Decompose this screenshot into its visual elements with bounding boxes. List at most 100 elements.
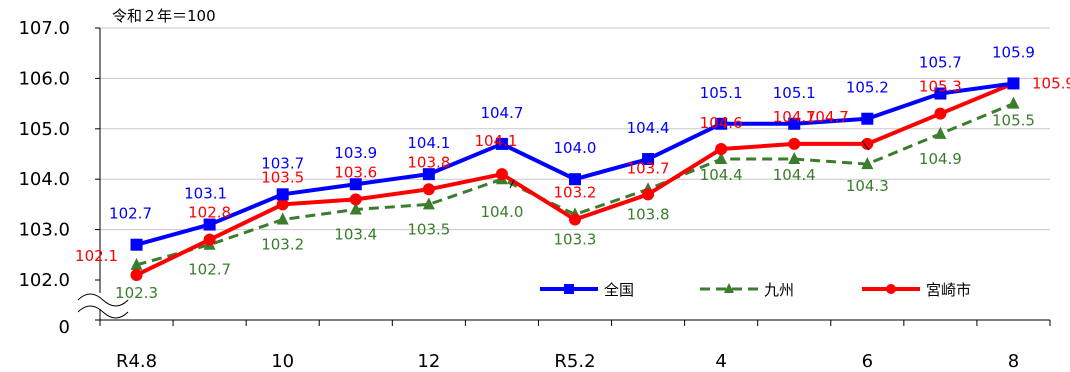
x-tick-label: 12 bbox=[417, 351, 440, 372]
y-tick-label: 102.0 bbox=[18, 270, 70, 291]
data-label: 104.4 bbox=[700, 166, 743, 184]
data-point bbox=[715, 117, 728, 130]
data-point bbox=[934, 107, 947, 120]
legend-label: 九州 bbox=[764, 281, 794, 299]
data-label: 103.6 bbox=[334, 163, 377, 181]
data-label: 105.2 bbox=[846, 79, 889, 97]
legend-label: 宮崎市 bbox=[926, 281, 971, 299]
data-point bbox=[422, 168, 435, 181]
axis-break-wave bbox=[77, 305, 129, 319]
data-label: 103.7 bbox=[261, 154, 304, 172]
data-point bbox=[1007, 77, 1020, 90]
data-point bbox=[130, 238, 143, 251]
data-point bbox=[788, 117, 801, 130]
data-point bbox=[495, 137, 508, 150]
data-point bbox=[276, 212, 289, 225]
data-label: 104.7 bbox=[806, 108, 849, 126]
data-point bbox=[130, 257, 143, 270]
data-label: 103.5 bbox=[261, 168, 304, 186]
legend-marker bbox=[724, 283, 734, 293]
data-label: 103.8 bbox=[407, 153, 450, 171]
legend-marker bbox=[564, 284, 574, 294]
x-axis-ticks: R4.8 10 12 R5.2 4 6 8 bbox=[99, 320, 1051, 372]
legend-label: 全国 bbox=[604, 281, 634, 299]
axis-break-mask bbox=[78, 294, 128, 308]
data-point bbox=[642, 153, 655, 166]
data-point bbox=[130, 268, 143, 281]
data-label: 104.4 bbox=[773, 166, 816, 184]
legend-marker bbox=[886, 284, 896, 294]
data-point bbox=[276, 198, 289, 211]
data-label: 103.4 bbox=[334, 225, 377, 243]
data-point bbox=[715, 152, 728, 165]
y-axis-ticks: 107.0 106.0 105.0 104.0 103.0 102.0 0 bbox=[18, 18, 70, 338]
data-point bbox=[422, 197, 435, 210]
y-tick-label: 103.0 bbox=[18, 220, 70, 241]
x-tick-label: R4.8 bbox=[116, 351, 157, 372]
data-label: 104.4 bbox=[627, 119, 670, 137]
data-label: 105.9 bbox=[992, 43, 1035, 61]
legend: 全国 九州 宮崎市 bbox=[540, 281, 971, 299]
gridlines bbox=[100, 27, 1050, 231]
data-point bbox=[1007, 96, 1020, 109]
data-point bbox=[569, 213, 581, 226]
data-label: 104.3 bbox=[846, 177, 889, 195]
data-point bbox=[495, 168, 508, 181]
data-label: 103.3 bbox=[554, 230, 597, 248]
data-point bbox=[349, 178, 362, 191]
data-label: 104.9 bbox=[919, 150, 962, 168]
data-label: 103.2 bbox=[261, 236, 304, 254]
data-label: 104.1 bbox=[474, 132, 517, 150]
axes bbox=[77, 27, 1050, 321]
data-label: 102.3 bbox=[115, 284, 158, 302]
data-label: 103.5 bbox=[407, 220, 450, 238]
data-label: 102.1 bbox=[75, 247, 118, 265]
data-point bbox=[715, 142, 728, 155]
data-point bbox=[861, 112, 874, 125]
data-point bbox=[934, 87, 947, 100]
x-tick-label: 6 bbox=[862, 351, 873, 372]
leader-line bbox=[509, 179, 515, 189]
data-label: 104.0 bbox=[480, 203, 523, 221]
data-label: 105.3 bbox=[919, 78, 962, 96]
y-tick-label: 104.0 bbox=[18, 169, 70, 190]
data-point bbox=[934, 126, 947, 139]
data-label: 104.6 bbox=[700, 114, 743, 132]
data-label: 103.1 bbox=[184, 185, 227, 203]
data-label: 104.1 bbox=[407, 134, 450, 152]
data-point bbox=[203, 218, 216, 231]
data-label: 105.7 bbox=[919, 54, 962, 72]
data-label: 102.7 bbox=[188, 261, 231, 279]
data-point bbox=[422, 183, 435, 196]
data-point bbox=[861, 157, 874, 170]
data-point bbox=[788, 137, 801, 150]
data-label: 104.7 bbox=[773, 108, 816, 126]
leader-line bbox=[861, 140, 870, 151]
data-label: 103.9 bbox=[334, 144, 377, 162]
x-tick-label: 10 bbox=[271, 351, 294, 372]
y-tick-label: 107.0 bbox=[18, 18, 70, 39]
x-tick-label: R5.2 bbox=[554, 351, 595, 372]
data-point bbox=[788, 152, 801, 165]
data-label: 105.1 bbox=[700, 84, 743, 102]
data-point bbox=[349, 202, 362, 215]
data-label: 104.0 bbox=[554, 139, 597, 157]
data-point bbox=[861, 137, 874, 150]
data-label: 103.7 bbox=[627, 159, 670, 177]
x-tick-label: 8 bbox=[1008, 351, 1019, 372]
y-tick-label: 106.0 bbox=[18, 68, 70, 89]
data-point bbox=[569, 173, 581, 186]
data-label: 104.7 bbox=[480, 104, 523, 122]
y-tick-label: 105.0 bbox=[18, 119, 70, 140]
axis-break-wave bbox=[77, 293, 129, 307]
data-point bbox=[276, 188, 289, 201]
data-label: 105.5 bbox=[992, 112, 1035, 130]
y-tick-label: 0 bbox=[59, 317, 70, 338]
chart-subtitle: 令和２年＝100 bbox=[112, 7, 216, 25]
data-label: 102.8 bbox=[188, 204, 231, 222]
data-label: 105.9 bbox=[1032, 74, 1070, 92]
data-label: 103.8 bbox=[627, 205, 670, 223]
data-label: 103.2 bbox=[554, 184, 597, 202]
data-label: 102.7 bbox=[109, 205, 152, 223]
data-point bbox=[642, 188, 655, 201]
